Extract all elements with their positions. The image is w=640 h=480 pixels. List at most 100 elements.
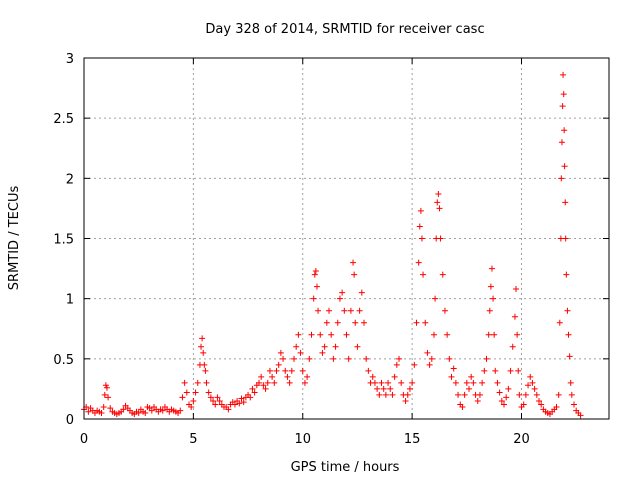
data-point <box>249 385 256 392</box>
data-point <box>330 355 337 362</box>
data-point <box>288 367 295 374</box>
data-point <box>529 379 536 386</box>
data-point <box>200 349 207 356</box>
data-point <box>556 319 563 326</box>
data-point <box>198 343 205 350</box>
data-point <box>516 391 523 398</box>
data-point <box>567 379 574 386</box>
data-point <box>402 397 409 404</box>
data-point <box>436 205 443 212</box>
data-point <box>514 331 521 338</box>
data-points <box>81 71 584 419</box>
data-point <box>214 394 221 401</box>
data-point <box>100 403 107 410</box>
data-point <box>503 394 510 401</box>
data-point <box>212 401 219 408</box>
data-point <box>269 373 276 380</box>
data-point <box>428 355 435 362</box>
data-point <box>559 103 566 110</box>
data-point <box>409 379 416 386</box>
data-point <box>483 355 490 362</box>
data-point <box>513 286 520 293</box>
data-point <box>561 163 568 170</box>
data-point <box>474 397 481 404</box>
data-point <box>319 349 326 356</box>
data-point <box>461 391 468 398</box>
data-point <box>293 343 300 350</box>
data-point <box>448 373 455 380</box>
data-point <box>336 295 343 302</box>
data-point <box>398 379 405 386</box>
data-point <box>558 139 565 146</box>
data-point <box>391 373 398 380</box>
data-point <box>577 412 584 419</box>
data-point <box>347 307 354 314</box>
x-tick-label: 15 <box>404 432 421 447</box>
data-point <box>258 373 265 380</box>
y-tick-label: 2 <box>66 172 74 187</box>
data-point <box>256 379 262 386</box>
data-point <box>262 385 269 392</box>
data-point <box>561 127 568 134</box>
data-point <box>345 355 352 362</box>
y-tick-label: 2.5 <box>53 112 74 127</box>
data-point <box>199 335 206 342</box>
data-point <box>352 319 359 326</box>
data-point <box>560 71 567 78</box>
data-point <box>282 367 289 374</box>
data-point <box>284 373 291 380</box>
data-point <box>177 407 184 414</box>
data-point <box>266 367 273 374</box>
data-point <box>332 343 339 350</box>
data-point <box>485 331 492 338</box>
data-point <box>376 391 383 398</box>
data-point <box>194 379 201 386</box>
data-point <box>361 319 367 326</box>
data-point <box>531 385 538 392</box>
data-point <box>431 331 437 338</box>
data-point <box>304 373 311 380</box>
data-point <box>315 307 322 314</box>
data-point <box>555 391 562 398</box>
data-point <box>312 267 319 274</box>
data-point <box>488 265 495 272</box>
data-point <box>238 395 245 402</box>
data-point <box>301 379 308 386</box>
data-point <box>291 355 297 362</box>
data-point <box>509 343 516 350</box>
data-point <box>501 401 507 408</box>
data-point <box>354 343 361 350</box>
y-axis-label: SRMTID / TECUs <box>7 186 22 291</box>
data-point <box>275 361 282 368</box>
data-point <box>321 343 328 350</box>
data-point <box>313 283 320 290</box>
data-point <box>306 355 313 362</box>
data-point <box>566 353 573 360</box>
data-point <box>564 307 571 314</box>
data-point <box>142 409 149 416</box>
data-point <box>396 355 402 362</box>
data-point <box>455 391 462 398</box>
data-point <box>426 361 433 368</box>
data-point <box>536 397 542 404</box>
data-point <box>181 379 188 386</box>
data-point <box>148 407 155 414</box>
x-tick-label: 5 <box>189 432 197 447</box>
data-point <box>350 259 357 266</box>
data-point <box>240 399 247 406</box>
data-point <box>533 391 540 398</box>
data-point <box>311 271 318 278</box>
data-point <box>385 379 392 386</box>
data-point <box>520 401 527 408</box>
data-point <box>387 385 394 392</box>
data-point <box>365 367 372 374</box>
data-point <box>527 373 534 380</box>
data-point <box>247 394 254 401</box>
data-point <box>260 382 267 389</box>
data-point <box>490 295 497 302</box>
data-point <box>459 403 466 410</box>
data-point <box>351 271 358 278</box>
data-point <box>343 331 350 338</box>
data-point <box>371 379 378 386</box>
data-point <box>358 289 365 296</box>
